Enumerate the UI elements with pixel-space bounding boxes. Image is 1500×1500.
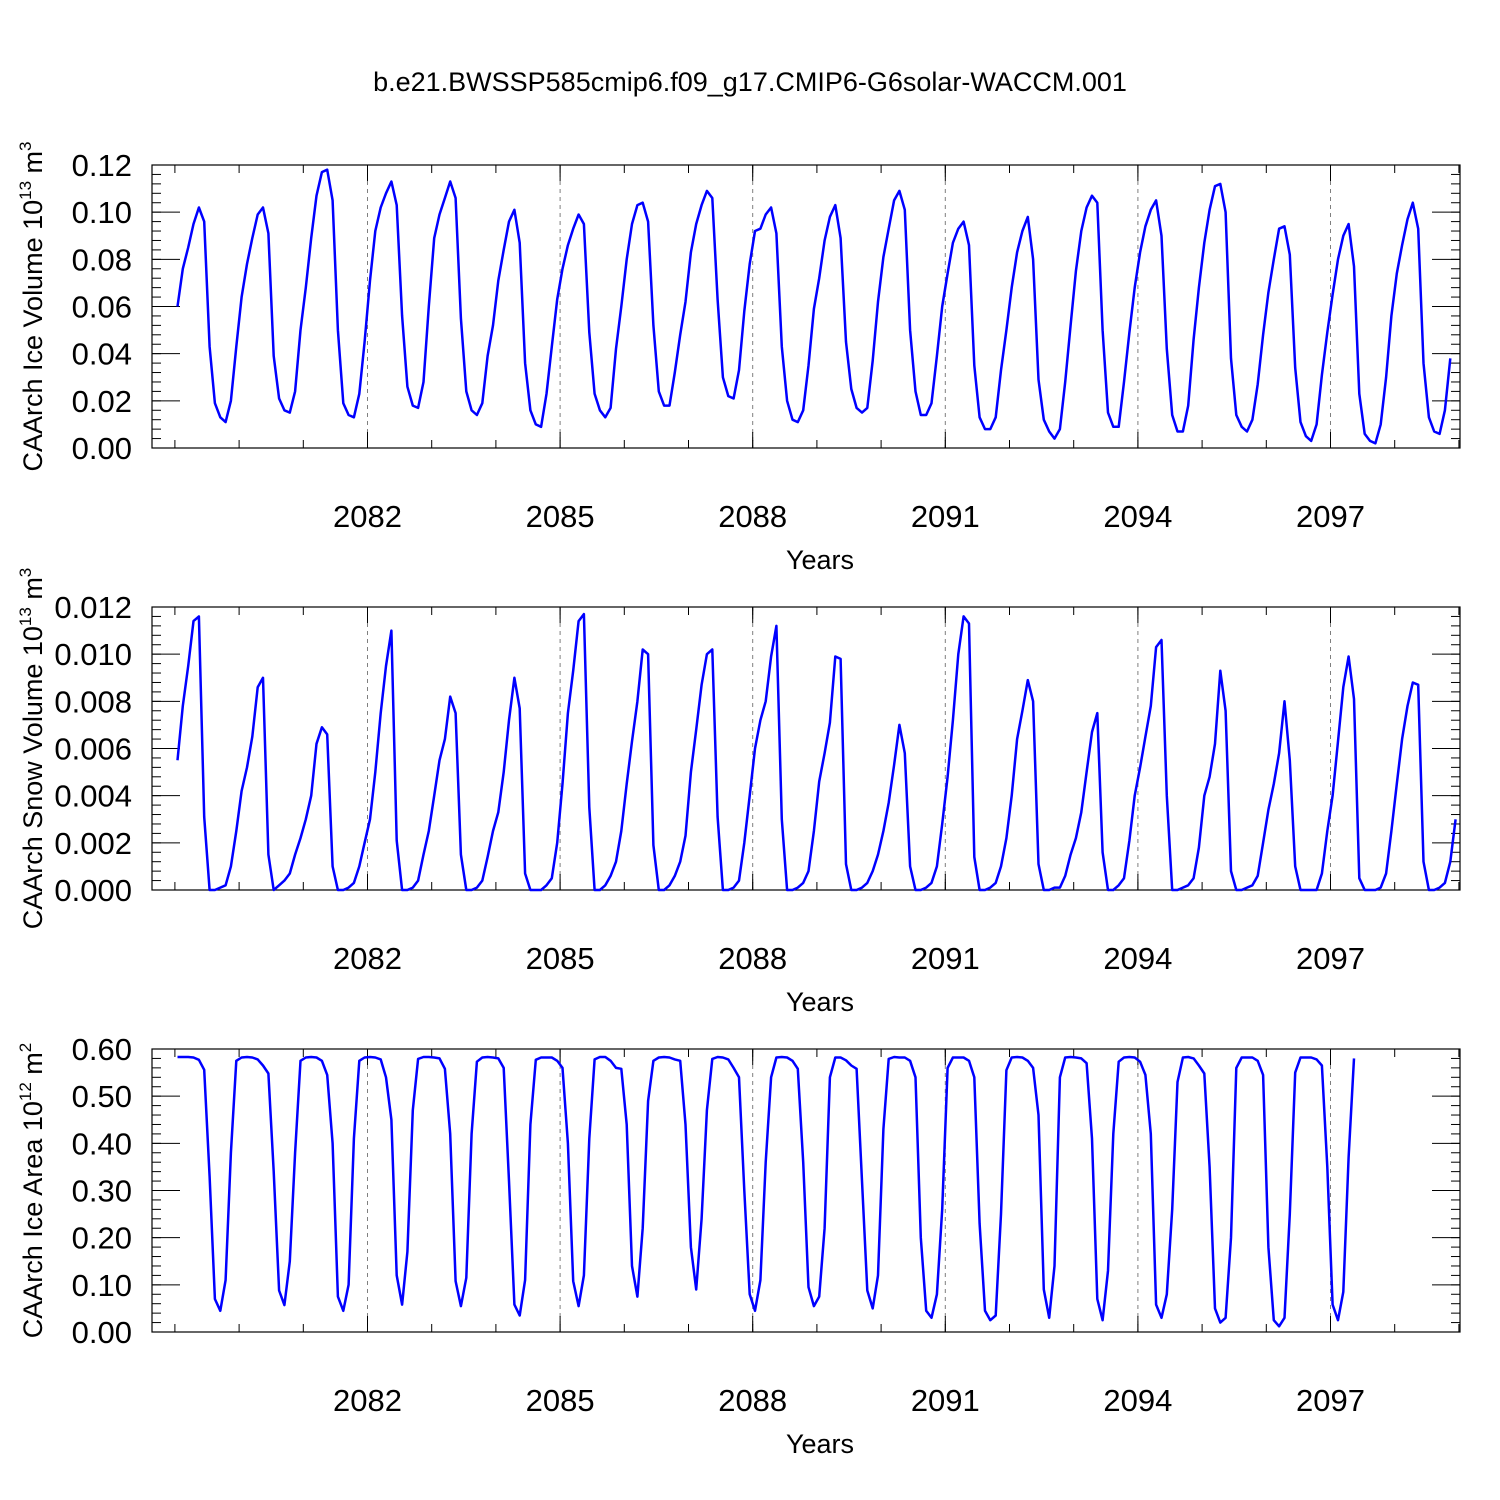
y-axis-label-unit: m (18, 577, 48, 607)
y-axis-label-unit-exponent: 3 (16, 141, 35, 150)
y-tick-label: 0.08 (72, 242, 132, 277)
x-tick-label-2082: 2082 (333, 1383, 402, 1418)
x-tick-label-2091: 2091 (911, 941, 980, 976)
y-axis-label-unit-exponent: 2 (16, 1043, 35, 1052)
x-tick-label-2094: 2094 (1103, 1383, 1172, 1418)
y-tick-label: 0.30 (72, 1174, 132, 1209)
x-tick-label-2082: 2082 (333, 499, 402, 534)
y-tick-label: 0.10 (72, 195, 132, 230)
x-tick-label-2088: 2088 (718, 499, 787, 534)
y-axis-label-text: CAArch Snow Volume 10 (18, 626, 48, 929)
x-tick-label-2094: 2094 (1103, 499, 1172, 534)
x-tick-label-2094: 2094 (1103, 941, 1172, 976)
x-tick-label-2085: 2085 (526, 1383, 595, 1418)
y-tick-label: 0.04 (72, 337, 132, 372)
y-tick-label: 0.010 (54, 637, 132, 672)
y-axis-label-unit: m (18, 151, 48, 181)
y-tick-label: 0.06 (72, 290, 132, 325)
y-tick-label: 0.012 (54, 590, 132, 625)
y-axis-label-text: CAArch Ice Area 10 (18, 1101, 48, 1338)
y-axis-label: CAArch Ice Area 1012 m2 (16, 1043, 48, 1339)
x-tick-label-2088: 2088 (718, 1383, 787, 1418)
x-tick-label-2082: 2082 (333, 941, 402, 976)
y-tick-label: 0.20 (72, 1221, 132, 1256)
plot-frame (151, 1048, 1461, 1333)
series-line-0 (176, 612, 1457, 892)
panel-snow-volume: 0.000 0.002 0.004 0.006 0.008 0.010 0.012 2082 2… (16, 568, 1461, 1017)
y-tick-label: 0.40 (72, 1126, 132, 1161)
x-axis-label: Years (786, 987, 854, 1017)
y-tick-label: 0.00 (72, 431, 132, 466)
panel-ice-area: 0.00 0.10 0.20 0.30 0.40 0.50 0.60 2082 2085 2088… (16, 1032, 1461, 1459)
plot-frame (151, 606, 1461, 891)
x-tick-label-2097: 2097 (1296, 499, 1365, 534)
plot-frame (151, 164, 1461, 449)
series-line-0 (177, 1055, 1356, 1328)
y-axis-label-exponent: 13 (16, 181, 35, 200)
y-tick-label: 0.002 (54, 826, 132, 861)
x-tick-label-2085: 2085 (526, 499, 595, 534)
x-axis-label: Years (786, 1429, 854, 1459)
y-tick-label: 0.10 (72, 1268, 132, 1303)
x-tick-label-2088: 2088 (718, 941, 787, 976)
y-axis-label-unit: m (18, 1052, 48, 1082)
y-tick-label: 0.12 (72, 148, 132, 183)
series-line-0 (176, 168, 1452, 445)
y-tick-label: 0.004 (54, 779, 132, 814)
panel-ice-volume: 0.00 0.02 0.04 0.06 0.08 0.10 0.12 2082 2085 2088… (16, 141, 1461, 575)
y-tick-label: 0.02 (72, 384, 132, 419)
x-tick-label-2097: 2097 (1296, 941, 1365, 976)
y-tick-label: 0.000 (54, 873, 132, 908)
y-tick-label: 0.006 (54, 732, 132, 767)
y-tick-label: 0.00 (72, 1315, 132, 1350)
y-axis-label-exponent: 13 (16, 607, 35, 626)
y-tick-label: 0.60 (72, 1032, 132, 1067)
y-tick-label: 0.50 (72, 1079, 132, 1114)
y-axis-label-unit-exponent: 3 (16, 568, 35, 577)
y-axis-label: CAArch Snow Volume 1013 m3 (16, 568, 48, 930)
x-tick-label-2091: 2091 (911, 1383, 980, 1418)
figure-title: b.e21.BWSSP585cmip6.f09_g17.CMIP6-G6sola… (373, 67, 1127, 97)
y-axis-label-exponent: 12 (16, 1082, 35, 1101)
x-tick-label-2097: 2097 (1296, 1383, 1365, 1418)
y-tick-label: 0.008 (54, 684, 132, 719)
x-axis-label: Years (786, 545, 854, 575)
y-axis-label: CAArch Ice Volume 1013 m3 (16, 141, 48, 471)
x-tick-label-2085: 2085 (526, 941, 595, 976)
y-axis-label-text: CAArch Ice Volume 10 (18, 200, 48, 472)
x-tick-label-2091: 2091 (911, 499, 980, 534)
